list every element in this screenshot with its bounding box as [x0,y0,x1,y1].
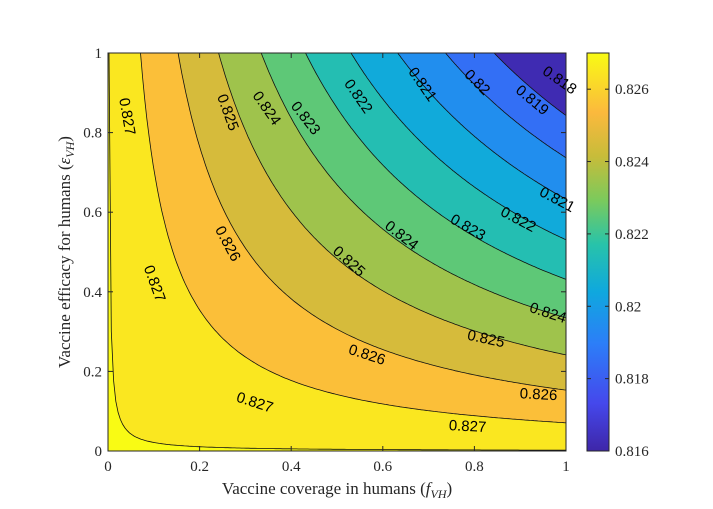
contour-label: 0.827 [448,417,486,436]
colorbar-tick-label: 0.824 [615,155,649,171]
y-axis: 0 0.2 0.4 0.6 0.8 1 [83,46,566,460]
colorbar-tick-label: 0.818 [615,372,649,388]
y-tick-label: 0.4 [83,285,102,301]
contour-line [397,53,566,200]
contour-line [493,53,566,116]
x-tick-label: 0.6 [373,459,392,475]
x-tick-label: 1 [562,459,570,475]
x-axis-label: Vaccine coverage in humans (fVH) [222,479,452,501]
contour-line [350,53,566,241]
contour-line [218,53,566,356]
contour-line [140,53,566,424]
colorbar-tick-label: 0.822 [615,227,649,243]
contour-line [260,53,566,319]
plot-frame [107,52,567,452]
y-tick-label: 0.2 [83,364,102,380]
x-tick-label: 0 [104,459,112,475]
contour-line [305,53,566,280]
contour-lines [108,53,566,451]
x-axis: 0 0.2 0.4 0.6 0.8 1 [104,53,570,475]
colorbar-ticks: 0.816 0.818 0.82 0.822 0.824 0.826 [587,82,649,460]
contour-label: 0.827 [115,97,138,137]
colorbar-tick-label: 0.816 [615,444,649,460]
contour-line [177,53,566,391]
contour-label: 0.826 [519,385,557,404]
x-tick-label: 0.4 [282,459,301,475]
x-tick-label: 0.2 [190,459,209,475]
colorbar-tick-label: 0.82 [615,299,641,315]
colorbar [586,52,610,452]
contour-band [494,53,566,116]
colorbar-tick-label: 0.826 [615,82,649,98]
y-axis-label: Vaccine efficacy for humans (εVH) [55,136,77,368]
x-tick-label: 0.8 [465,459,484,475]
y-tick-label: 0.8 [83,126,102,142]
contour-line [445,53,566,159]
y-tick-label: 0 [95,444,103,460]
y-tick-label: 1 [95,46,103,62]
contour-line [108,53,566,451]
y-tick-label: 0.6 [83,205,102,221]
